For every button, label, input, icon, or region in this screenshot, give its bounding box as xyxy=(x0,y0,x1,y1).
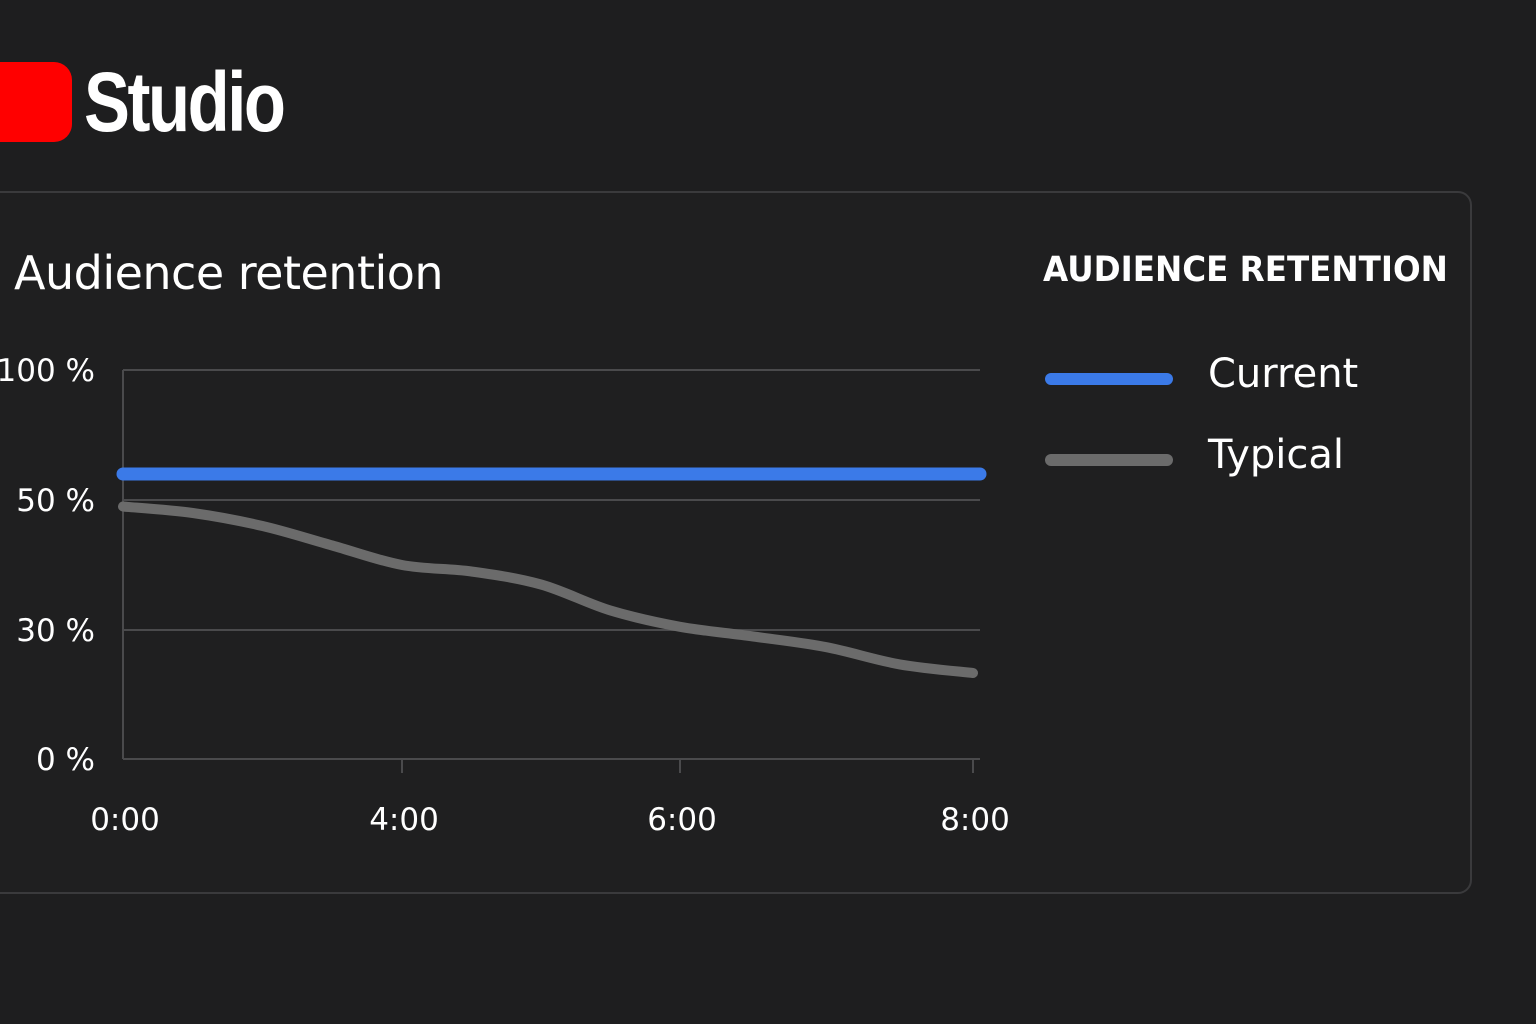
x-tick-label: 8:00 xyxy=(940,802,1010,838)
legend-title: AUDIENCE RETENTION xyxy=(1043,250,1448,290)
brand-name: Studio xyxy=(84,55,286,149)
retention-card xyxy=(0,191,1472,894)
x-tick-label: 6:00 xyxy=(647,802,717,838)
legend-label-typical: Typical xyxy=(1208,432,1344,478)
legend-item-current[interactable]: Current xyxy=(1043,349,1443,409)
legend-swatch-current xyxy=(1045,373,1173,385)
card-title: Audience retention xyxy=(14,246,444,300)
legend-label-current: Current xyxy=(1208,351,1359,397)
chart-legend: AUDIENCE RETENTION Current Typical xyxy=(1043,250,1463,478)
y-tick-label: 30 % xyxy=(16,613,95,649)
series-line-typical xyxy=(118,501,978,678)
y-tick-label: 0 % xyxy=(36,742,95,778)
x-tick-label: 4:00 xyxy=(369,802,439,838)
youtube-play-icon xyxy=(0,62,72,142)
x-tick-label: 0:00 xyxy=(90,802,160,838)
legend-swatch-typical xyxy=(1045,454,1173,466)
legend-item-typical[interactable]: Typical xyxy=(1043,430,1443,490)
y-tick-label: 50 % xyxy=(16,483,95,519)
y-tick-label: 100 % xyxy=(0,353,95,389)
